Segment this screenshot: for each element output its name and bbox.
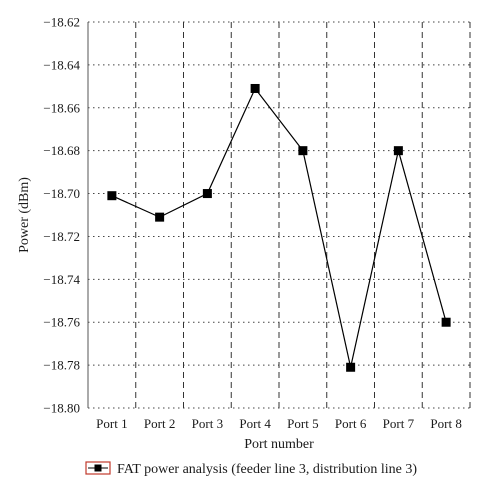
y-tick-label: −18.62 <box>43 15 80 30</box>
y-axis-title: Power (dBm) <box>17 177 32 253</box>
y-tick-label: −18.80 <box>43 401 80 416</box>
x-tick-label: Port 3 <box>192 416 223 431</box>
x-tick-label: Port 6 <box>335 416 367 431</box>
series-polyline <box>111 87 447 368</box>
legend-swatch-box <box>85 461 111 475</box>
data-point-marker <box>441 317 451 327</box>
series-line <box>107 83 451 372</box>
y-tick-label: −18.64 <box>43 57 80 72</box>
data-point-marker <box>250 83 260 93</box>
y-tick-label: −18.72 <box>43 229 80 244</box>
x-tick-label: Port 5 <box>287 416 318 431</box>
data-point-marker <box>107 191 117 201</box>
x-axis-title: Port number <box>244 437 314 452</box>
data-point-marker <box>298 146 308 156</box>
legend-swatch-marker <box>94 464 102 472</box>
data-point-marker <box>393 146 403 156</box>
y-tick-label: −18.66 <box>43 100 80 115</box>
y-tick-label: −18.76 <box>43 315 80 330</box>
y-tick-label: −18.70 <box>43 186 80 201</box>
legend: FAT power analysis (feeder line 3, distr… <box>85 461 417 477</box>
data-point-marker <box>202 189 212 199</box>
x-tick-labels: Port 1 Port 2 Port 3 Port 4 Port 5 Port 6 Port… <box>96 416 462 431</box>
x-tick-label: Port 7 <box>383 416 415 431</box>
x-tick-label: Port 8 <box>430 416 461 431</box>
x-tick-label: Port 1 <box>96 416 127 431</box>
x-tick-label: Port 2 <box>144 416 175 431</box>
x-tick-label: Port 4 <box>239 416 271 431</box>
vertical-gridlines <box>135 22 471 408</box>
y-tick-label: −18.78 <box>43 358 80 373</box>
y-tick-label: −18.68 <box>43 143 80 158</box>
data-point-marker <box>346 362 356 372</box>
y-tick-labels: −18.62 −18.64 −18.66 −18.68 −18.70 −18.72 −18.… <box>43 15 80 416</box>
legend-label: FAT power analysis (feeder line 3, distr… <box>117 462 417 477</box>
y-tick-label: −18.74 <box>43 272 80 287</box>
data-point-marker <box>155 212 165 222</box>
